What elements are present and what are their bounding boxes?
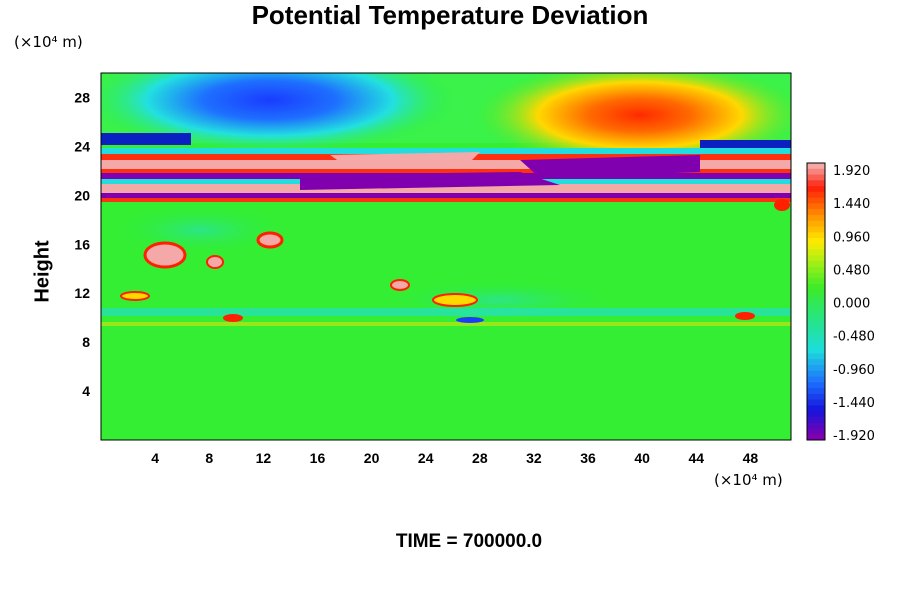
colorbar-cell — [807, 289, 825, 297]
colorbar-cell — [807, 416, 825, 424]
colorbar-cell — [807, 232, 825, 239]
colorbar-cell — [807, 324, 825, 331]
colorbar-cell — [807, 168, 825, 176]
colorbar-label-5: -0.480 — [833, 330, 875, 345]
colorbar-cell — [807, 347, 825, 354]
colorbar-cell — [807, 428, 825, 435]
colorbar-cell — [807, 163, 825, 170]
colorbar-cell — [807, 284, 825, 291]
colorbar-cell — [807, 278, 825, 285]
colorbar-cell — [807, 249, 825, 256]
colorbar-cell — [807, 301, 825, 308]
colorbar-cell — [807, 191, 825, 199]
colorbar-label-0: 1.920 — [833, 164, 870, 179]
chart-title: Potential Temperature Deviation — [251, 0, 649, 30]
colorbar-cell — [807, 411, 825, 418]
colorbar-cell — [807, 238, 825, 245]
colorbar-cell — [807, 434, 825, 441]
colorbar-cell — [807, 376, 825, 383]
colorbar-cell — [807, 261, 825, 268]
colorbar-label-6: -0.960 — [833, 363, 875, 378]
colorbar-cell — [807, 393, 825, 401]
y-axis-ticks: 4 8 12 16 20 24 28 — [74, 89, 90, 399]
colorbar-cell — [807, 399, 825, 406]
x-tick-label-0: 4 — [151, 450, 159, 466]
colorbar-cell — [807, 197, 825, 204]
colorbar-cell — [807, 364, 825, 372]
x-tick-label-5: 24 — [418, 450, 434, 466]
colorbar-cell — [807, 359, 825, 366]
x-tick-label-4: 20 — [364, 450, 380, 466]
colorbar-cell — [807, 272, 825, 279]
x-tick-label-3: 16 — [310, 450, 326, 466]
colorbar-cell — [807, 226, 825, 233]
x-axis-ticks: 4 8 12 16 20 24 28 32 36 40 44 48 — [151, 450, 758, 466]
y-tick-label-6: 28 — [74, 89, 90, 105]
x-tick-label-1: 8 — [205, 450, 213, 466]
y-tick-label-5: 24 — [74, 138, 90, 154]
colorbar-cells — [807, 163, 825, 441]
heatmap-field — [101, 73, 791, 440]
colorbar-cell — [807, 382, 825, 389]
colorbar-cell — [807, 180, 825, 187]
colorbar-label-3: 0.480 — [833, 263, 870, 278]
colorbar-cell — [807, 313, 825, 320]
colorbar-cell — [807, 220, 825, 227]
colorbar-cell — [807, 422, 825, 429]
x-axis-unit: (×10⁴ m) — [714, 471, 783, 489]
colorbar-label-1: 1.440 — [833, 197, 870, 212]
colorbar-cell — [807, 203, 825, 210]
colorbar-cell — [807, 255, 825, 262]
colorbar-cell — [807, 214, 825, 222]
y-tick-label-4: 20 — [74, 187, 90, 203]
y-tick-label-1: 8 — [82, 334, 90, 350]
x-tick-label-7: 32 — [526, 450, 542, 466]
colorbar-cell — [807, 330, 825, 337]
colorbar-cell — [807, 353, 825, 360]
y-tick-label-2: 12 — [74, 285, 90, 301]
colorbar-cell — [807, 243, 825, 251]
colorbar-label-7: -1.440 — [833, 396, 875, 411]
x-tick-label-10: 44 — [689, 450, 705, 466]
time-footer: TIME = 700000.0 — [395, 531, 543, 552]
colorbar-labels: 1.920 1.440 0.960 0.480 0.000 -0.480 -0.960 -1.… — [833, 164, 875, 444]
colorbar-cell — [807, 341, 825, 349]
x-tick-label-6: 28 — [472, 450, 488, 466]
colorbar-cell — [807, 266, 825, 274]
colorbar-label-8: -1.920 — [833, 429, 875, 444]
colorbar-cell — [807, 405, 825, 412]
colorbar-cell — [807, 388, 825, 395]
colorbar-cell — [807, 370, 825, 378]
x-tick-label-8: 36 — [580, 450, 596, 466]
x-tick-label-2: 12 — [256, 450, 272, 466]
colorbar-cell — [807, 295, 825, 302]
colorbar-cell — [807, 307, 825, 314]
x-tick-label-11: 48 — [743, 450, 759, 466]
colorbar-cell — [807, 174, 825, 181]
y-tick-label-0: 4 — [82, 383, 90, 399]
colorbar-cell — [807, 336, 825, 343]
y-tick-label-3: 16 — [74, 236, 90, 252]
colorbar-label-4: 0.000 — [833, 297, 870, 312]
colorbar-label-2: 0.960 — [833, 230, 870, 245]
y-axis-unit: (×10⁴ m) — [14, 33, 83, 51]
colorbar-cell — [807, 318, 825, 326]
colorbar-cell — [807, 186, 825, 193]
colorbar-cell — [807, 209, 825, 216]
x-tick-label-9: 40 — [634, 450, 650, 466]
